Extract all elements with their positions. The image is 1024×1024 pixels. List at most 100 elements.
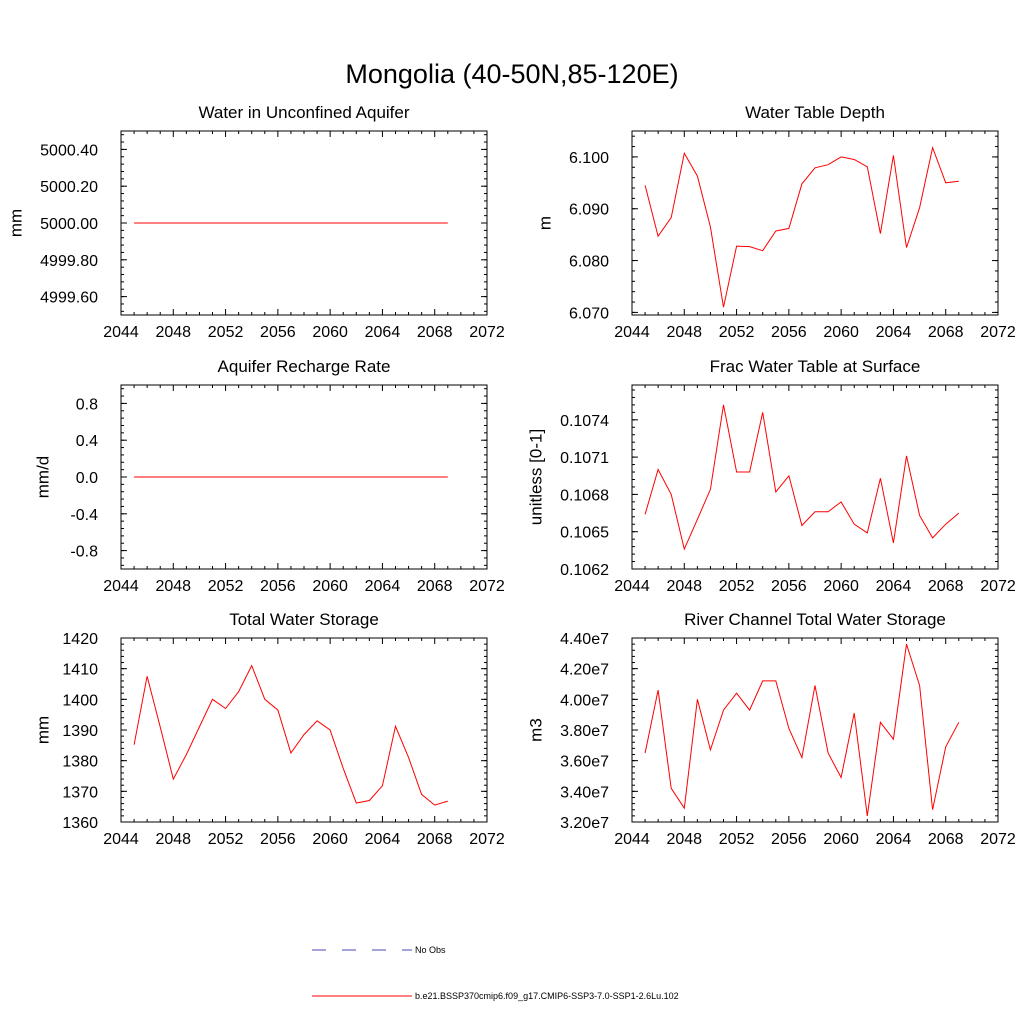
y-tick-label: 3.80e7 xyxy=(560,723,609,740)
y-tick-label: 0.1074 xyxy=(560,413,609,430)
x-tick-label: 2072 xyxy=(469,578,505,595)
x-tick-label: 2052 xyxy=(208,324,244,341)
panel-title: Total Water Storage xyxy=(229,610,379,629)
legend-entry-model: b.e21.BSSP370cmip6.f09_g17.CMIP6-SSP3-7.… xyxy=(312,991,679,1001)
x-tick-label: 2072 xyxy=(980,578,1016,595)
y-tick-label: 1420 xyxy=(62,631,98,648)
x-tick-label: 2072 xyxy=(980,831,1016,848)
y-tick-label: 5000.00 xyxy=(40,216,98,233)
y-tick-label: 6.100 xyxy=(569,150,609,167)
panel-title: Aquifer Recharge Rate xyxy=(218,357,391,376)
x-tick-label: 2056 xyxy=(771,578,807,595)
y-tick-label: 0.1071 xyxy=(560,450,609,467)
x-tick-label: 2068 xyxy=(417,831,453,848)
x-tick-label: 2056 xyxy=(260,831,296,848)
x-tick-label: 2060 xyxy=(823,831,859,848)
x-tick-label: 2072 xyxy=(469,831,505,848)
x-tick-label: 2048 xyxy=(155,831,191,848)
y-tick-label: -0.4 xyxy=(70,507,98,524)
legend-entry-obs: No Obs xyxy=(312,945,446,955)
chart-frac-water-table-at-surface: Frac Water Table at Surface 2044 2048 2052 2… xyxy=(527,357,1016,595)
panel-title: Water in Unconfined Aquifer xyxy=(198,103,409,122)
x-tick-label: 2052 xyxy=(719,831,755,848)
y-axis-label: mm/d xyxy=(33,456,52,499)
main-title: Mongolia (40-50N,85-120E) xyxy=(345,59,678,89)
y-axis-label: m3 xyxy=(527,718,546,742)
y-tick-label: 1400 xyxy=(62,692,98,709)
y-tick-label: 4.00e7 xyxy=(560,692,609,709)
y-tick-label: 3.40e7 xyxy=(560,784,609,801)
x-tick-label: 2048 xyxy=(666,831,702,848)
y-tick-label: 3.60e7 xyxy=(560,754,609,771)
y-tick-label: 4.20e7 xyxy=(560,662,609,679)
legend-label-obs: No Obs xyxy=(415,945,446,955)
x-tick-label: 2064 xyxy=(876,578,912,595)
plot-frame xyxy=(631,637,999,823)
y-tick-label: 6.090 xyxy=(569,202,609,219)
series-line xyxy=(133,664,448,806)
x-tick-label: 2072 xyxy=(980,324,1016,341)
series-line xyxy=(644,145,959,308)
y-tick-label: 6.080 xyxy=(569,254,609,271)
x-tick-label: 2056 xyxy=(260,578,296,595)
x-tick-label: 2044 xyxy=(103,578,139,595)
x-tick-label: 2060 xyxy=(312,831,348,848)
panel-title: Frac Water Table at Surface xyxy=(710,357,921,376)
y-axis-label: m xyxy=(536,216,555,230)
x-tick-label: 2072 xyxy=(469,324,505,341)
y-axis-label: unitless [0-1] xyxy=(527,429,546,525)
y-tick-label: 4999.60 xyxy=(40,290,98,307)
chart-panels: Water in Unconfined Aquifer 2044 2048 2052 2… xyxy=(7,103,1016,848)
y-tick-label: 1380 xyxy=(62,754,98,771)
x-tick-label: 2068 xyxy=(928,324,964,341)
x-tick-label: 2052 xyxy=(208,578,244,595)
x-tick-label: 2048 xyxy=(666,578,702,595)
y-tick-label: 1360 xyxy=(62,815,98,832)
y-tick-label: 1390 xyxy=(62,723,98,740)
y-tick-label: 1370 xyxy=(62,784,98,801)
x-tick-label: 2052 xyxy=(719,324,755,341)
x-tick-label: 2060 xyxy=(312,324,348,341)
series-line xyxy=(644,643,960,816)
x-tick-label: 2044 xyxy=(614,324,650,341)
x-tick-label: 2056 xyxy=(771,324,807,341)
y-tick-label: 1410 xyxy=(62,662,98,679)
x-tick-label: 2060 xyxy=(312,578,348,595)
y-tick-label: 0.1062 xyxy=(560,562,609,579)
x-tick-label: 2068 xyxy=(417,324,453,341)
chart-river-channel-total-water-storage: River Channel Total Water Storage 2044 204… xyxy=(527,610,1016,848)
y-tick-label: 5000.20 xyxy=(40,179,98,196)
y-tick-label: 0.1065 xyxy=(560,525,609,542)
x-tick-label: 2048 xyxy=(155,324,191,341)
x-tick-label: 2068 xyxy=(928,831,964,848)
x-tick-label: 2060 xyxy=(823,578,859,595)
plot-frame xyxy=(631,384,999,570)
x-tick-label: 2048 xyxy=(666,324,702,341)
panel-title: River Channel Total Water Storage xyxy=(684,610,946,629)
legend-label-model: b.e21.BSSP370cmip6.f09_g17.CMIP6-SSP3-7.… xyxy=(415,991,679,1001)
x-tick-label: 2064 xyxy=(876,324,912,341)
x-tick-label: 2044 xyxy=(103,831,139,848)
x-tick-label: 2064 xyxy=(365,324,401,341)
y-tick-label: 4999.80 xyxy=(40,253,98,270)
plot-frame xyxy=(120,637,488,823)
y-tick-label: 4.40e7 xyxy=(560,631,609,648)
panel-title: Water Table Depth xyxy=(745,103,885,122)
chart-aquifer-recharge-rate: Aquifer Recharge Rate 2044 2048 2052 2056 206… xyxy=(33,357,504,595)
series-line xyxy=(644,404,960,551)
x-tick-label: 2056 xyxy=(260,324,296,341)
y-tick-label: 0.0 xyxy=(76,470,98,487)
x-tick-label: 2048 xyxy=(155,578,191,595)
y-tick-label: 3.20e7 xyxy=(560,815,609,832)
y-tick-label: 0.4 xyxy=(76,433,98,450)
x-tick-label: 2064 xyxy=(365,831,401,848)
x-tick-label: 2068 xyxy=(928,578,964,595)
y-tick-label: 0.1068 xyxy=(560,487,609,504)
chart-water-table-depth: Water Table Depth 2044 2048 2052 2056 2060 206… xyxy=(536,103,1016,341)
y-axis-label: mm xyxy=(7,209,26,237)
x-tick-label: 2044 xyxy=(614,831,650,848)
chart-total-water-storage: Total Water Storage 2044 2048 2052 2056 2060 2… xyxy=(33,610,504,848)
x-tick-label: 2052 xyxy=(719,578,755,595)
legend: No Obs b.e21.BSSP370cmip6.f09_g17.CMIP6-… xyxy=(312,945,679,1001)
chart-water-in-unconfined-aquifer: Water in Unconfined Aquifer 2044 2048 2052 2… xyxy=(7,103,505,341)
